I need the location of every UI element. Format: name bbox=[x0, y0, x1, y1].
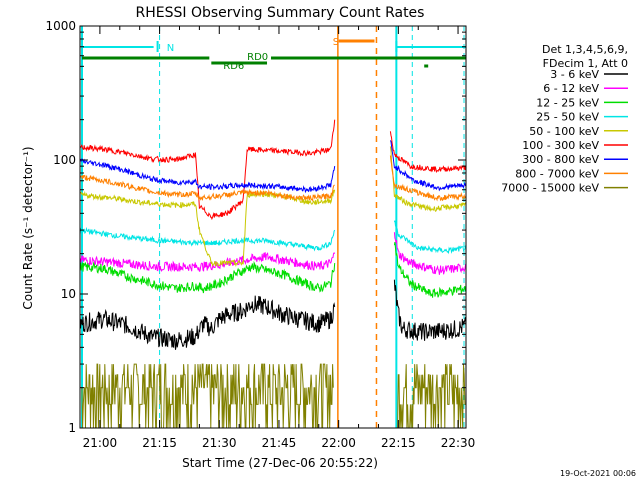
y-axis: 1 10 100 1000 bbox=[45, 19, 466, 435]
flag-annotation: N bbox=[167, 43, 174, 54]
y-tick-label: 1 bbox=[68, 421, 76, 435]
x-tick-label: 22:00 bbox=[321, 436, 356, 450]
x-tick-label: 21:15 bbox=[142, 436, 177, 450]
x-tick-label: 22:30 bbox=[441, 436, 476, 450]
series-line-100-300-kev bbox=[79, 119, 336, 221]
timestamp: 19-Oct-2021 00:06 bbox=[560, 469, 636, 478]
series-line-6-12-kev bbox=[393, 232, 467, 275]
series-line-6-12-kev bbox=[79, 252, 336, 273]
x-tick-label: 21:00 bbox=[83, 436, 118, 450]
x-axis: 21:00 21:15 21:30 21:45 22:00 22:15 22:30 bbox=[79, 26, 476, 450]
x-tick-label: 22:15 bbox=[381, 436, 416, 450]
series-line-100-300-kev bbox=[389, 131, 467, 174]
plot-frame bbox=[79, 25, 467, 429]
series-line-50-100-kev bbox=[389, 146, 467, 212]
legend-entry-label: 300 - 800 keV bbox=[522, 153, 599, 166]
flag-annotation: RD0 bbox=[247, 52, 268, 63]
legend-entry-label: 3 - 6 keV bbox=[550, 68, 599, 81]
series-line-300-800-kev bbox=[79, 158, 336, 194]
series-line-3-6-kev bbox=[393, 279, 467, 341]
series-line-800-7000-kev bbox=[389, 155, 467, 202]
series-line-800-7000-kev bbox=[79, 174, 335, 202]
legend-entry-label: 6 - 12 keV bbox=[543, 82, 599, 95]
legend-entry-label: 12 - 25 keV bbox=[536, 96, 599, 109]
y-tick-label: 1000 bbox=[45, 19, 76, 33]
series-line-25-50-kev bbox=[393, 220, 467, 255]
series-line-300-800-kev bbox=[389, 140, 467, 192]
x-tick-label: 21:30 bbox=[202, 436, 237, 450]
flag-annotation: S bbox=[333, 37, 339, 48]
flag-annotation: RD6 bbox=[223, 61, 244, 72]
legend-header: FDecim 1, Att 0 bbox=[543, 57, 628, 70]
series-line-3-6-kev bbox=[79, 295, 336, 350]
series-line-12-25-kev bbox=[79, 260, 336, 294]
legend-entry-label: 800 - 7000 keV bbox=[515, 167, 599, 180]
chart-title: RHESSI Observing Summary Count Rates bbox=[136, 5, 425, 21]
legend-entry-label: 7000 - 15000 keV bbox=[501, 182, 599, 195]
legend-entry-label: 25 - 50 keV bbox=[536, 111, 599, 124]
series-line-25-50-kev bbox=[79, 226, 336, 252]
x-tick-label: 21:45 bbox=[262, 436, 297, 450]
legend-entry-label: 100 - 300 keV bbox=[522, 139, 599, 152]
legend-entry-label: 50 - 100 keV bbox=[529, 125, 599, 138]
y-tick-label: 100 bbox=[53, 153, 76, 167]
series-line-12-25-kev bbox=[393, 242, 467, 298]
y-axis-label: Count Rate (s⁻¹ detector⁻¹) bbox=[21, 146, 35, 309]
series-line-7000-15000-kev bbox=[81, 363, 334, 429]
x-axis-label: Start Time (27-Dec-06 20:55:22) bbox=[182, 456, 378, 470]
y-tick-label: 10 bbox=[61, 287, 76, 301]
legend-header: Det 1,3,4,5,6,9, bbox=[542, 43, 628, 56]
legend: Det 1,3,4,5,6,9,FDecim 1, Att 03 - 6 keV… bbox=[501, 43, 628, 195]
